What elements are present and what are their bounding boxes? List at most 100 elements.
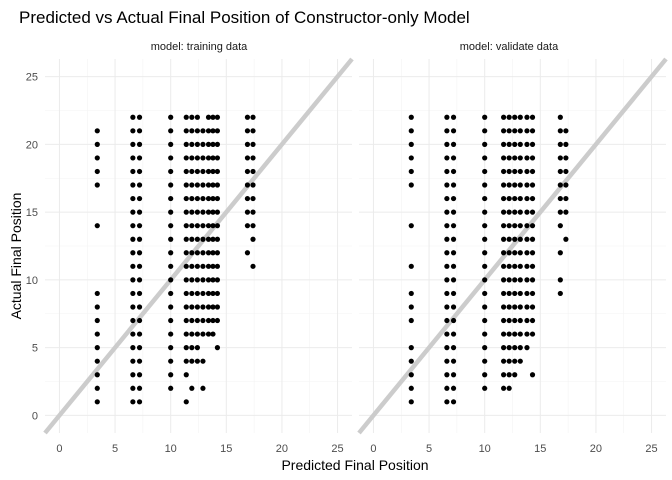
data-point: [210, 128, 216, 134]
data-point: [136, 290, 143, 297]
y-tick-label: 15: [26, 207, 38, 219]
chart-title: Predicted vs Actual Final Position of Co…: [19, 8, 470, 27]
data-point: [210, 209, 216, 215]
x-tick-label: 15: [534, 443, 546, 455]
data-point: [244, 114, 251, 120]
data-point: [450, 399, 457, 405]
data-point: [506, 141, 512, 147]
data-point: [94, 128, 100, 134]
data-point: [501, 236, 507, 242]
data-point: [194, 304, 200, 310]
data-point: [200, 195, 206, 202]
data-point: [529, 250, 536, 256]
data-point: [506, 263, 512, 269]
data-point: [200, 263, 206, 269]
data-point: [94, 290, 100, 297]
data-point: [563, 155, 569, 161]
data-point: [444, 168, 450, 175]
data-point: [189, 304, 195, 310]
data-point: [444, 385, 450, 391]
data-point: [189, 141, 195, 147]
data-point: [130, 385, 136, 391]
data-points: [408, 114, 569, 405]
data-point: [524, 345, 530, 351]
data-point: [183, 263, 189, 269]
data-point: [506, 277, 512, 283]
data-point: [529, 209, 536, 215]
data-point: [189, 155, 195, 161]
data-point: [501, 128, 507, 134]
data-point: [183, 331, 189, 337]
data-point: [210, 223, 216, 229]
data-point: [482, 236, 488, 242]
data-point: [501, 277, 507, 283]
data-point: [200, 128, 206, 134]
data-point: [506, 128, 512, 134]
data-point: [506, 331, 512, 337]
data-point: [501, 358, 507, 364]
data-point: [136, 250, 143, 256]
data-point: [214, 182, 221, 188]
data-point: [194, 331, 200, 337]
data-point: [563, 195, 569, 202]
data-point: [183, 223, 189, 229]
data-point: [205, 331, 212, 337]
data-point: [408, 399, 414, 405]
data-point: [529, 277, 536, 283]
data-point: [557, 182, 563, 188]
data-point: [524, 141, 530, 147]
data-point: [524, 250, 530, 256]
data-point: [94, 331, 100, 337]
data-point: [450, 141, 457, 147]
data-point: [444, 155, 450, 161]
data-point: [194, 114, 200, 120]
data-point: [200, 358, 206, 364]
data-point: [563, 141, 569, 147]
data-point: [444, 358, 450, 364]
data-point: [205, 223, 212, 229]
data-point: [205, 209, 212, 215]
data-point: [194, 317, 200, 324]
data-point: [529, 331, 536, 337]
data-point: [200, 155, 206, 161]
data-point: [524, 236, 530, 242]
data-point: [250, 114, 256, 120]
data-point: [517, 209, 523, 215]
data-point: [482, 141, 488, 147]
data-point: [214, 195, 221, 202]
data-point: [214, 168, 221, 175]
data-point: [512, 331, 518, 337]
data-point: [517, 331, 523, 337]
data-point: [214, 209, 221, 215]
data-point: [168, 358, 174, 364]
data-point: [136, 304, 143, 310]
data-point: [250, 236, 256, 242]
data-point: [183, 317, 189, 324]
data-point: [506, 317, 512, 324]
data-point: [524, 182, 530, 188]
data-point: [205, 141, 212, 147]
data-point: [450, 345, 457, 351]
data-point: [482, 372, 488, 378]
panel-training: model: training data 0 5 10 15 20 25 0 5 10 15 20 2…: [26, 41, 354, 455]
data-point: [506, 250, 512, 256]
data-point: [136, 209, 143, 215]
data-point: [444, 277, 450, 283]
data-point: [408, 317, 414, 324]
data-point: [501, 209, 507, 215]
data-point: [94, 372, 100, 378]
data-point: [130, 168, 136, 175]
data-point: [205, 114, 212, 120]
data-point: [136, 141, 143, 147]
data-point: [529, 168, 536, 175]
data-point: [501, 223, 507, 229]
data-point: [482, 250, 488, 256]
data-point: [130, 317, 136, 324]
data-point: [210, 141, 216, 147]
data-point: [168, 277, 174, 283]
data-point: [557, 128, 563, 134]
data-point: [194, 290, 200, 297]
data-point: [168, 304, 174, 310]
data-point: [94, 317, 100, 324]
data-point: [512, 141, 518, 147]
